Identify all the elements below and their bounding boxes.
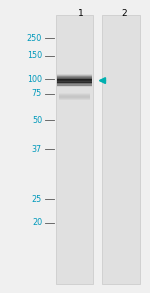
Bar <box>57 75 92 76</box>
Bar <box>102 15 140 284</box>
Text: 25: 25 <box>32 195 42 204</box>
Bar <box>57 77 92 78</box>
Bar <box>57 76 92 77</box>
Text: 2: 2 <box>122 9 127 18</box>
Bar <box>57 83 92 84</box>
Bar <box>57 81 92 82</box>
Bar <box>57 82 92 83</box>
Text: 1: 1 <box>78 9 84 18</box>
Bar <box>58 96 90 97</box>
Bar <box>58 93 90 94</box>
Bar <box>57 86 92 87</box>
Bar <box>57 81 92 82</box>
Bar <box>58 98 90 99</box>
Text: 75: 75 <box>32 89 42 98</box>
Bar <box>57 80 92 81</box>
Text: 20: 20 <box>32 218 42 227</box>
Bar <box>57 84 92 85</box>
Bar <box>57 74 92 75</box>
Bar <box>57 79 92 80</box>
Bar <box>57 78 92 79</box>
Bar <box>57 83 92 84</box>
Bar <box>57 82 92 83</box>
Text: 37: 37 <box>32 145 42 154</box>
Text: 50: 50 <box>32 116 42 125</box>
Bar <box>58 95 90 96</box>
Bar <box>58 94 90 95</box>
Bar <box>58 100 90 101</box>
Bar <box>58 99 90 100</box>
Bar <box>58 97 90 98</box>
Text: 250: 250 <box>27 34 42 42</box>
Bar <box>58 93 90 94</box>
Text: 150: 150 <box>27 51 42 60</box>
Bar <box>56 15 93 284</box>
Bar <box>57 85 92 86</box>
Text: 100: 100 <box>27 75 42 84</box>
